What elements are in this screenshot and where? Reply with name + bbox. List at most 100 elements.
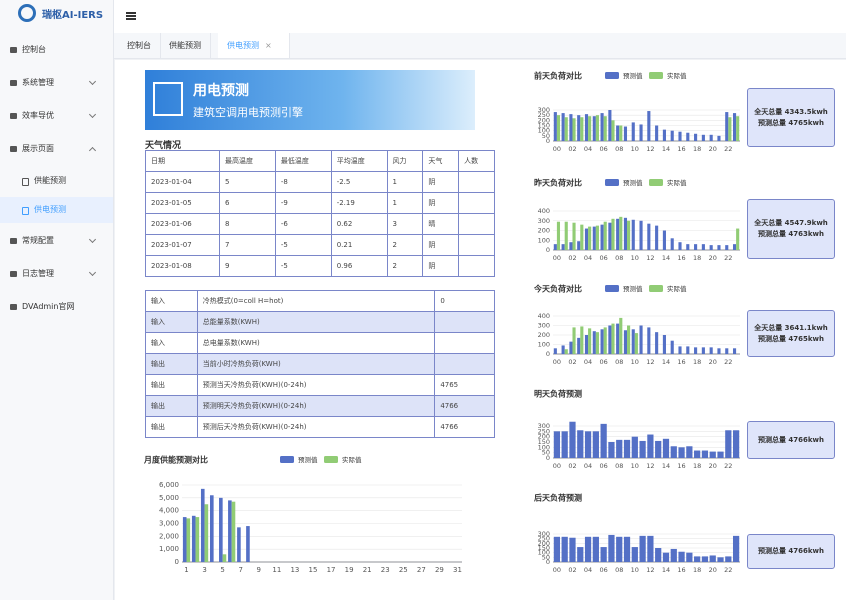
tab-close[interactable]: ×: [265, 41, 272, 50]
x-tick-label: 08: [615, 145, 623, 153]
x-tick-label: 02: [568, 566, 576, 574]
table-cell: 4766: [434, 416, 495, 438]
summary-box: 预测总量 4766kwh: [747, 534, 835, 569]
menu-item[interactable]: 展示页面: [0, 136, 113, 162]
x-tick-label: 17: [327, 566, 336, 574]
x-tick-label: 18: [693, 462, 701, 470]
bar: [623, 439, 631, 458]
bar: [631, 436, 638, 458]
bar: [639, 220, 643, 250]
bar: [623, 330, 628, 354]
bar: [553, 348, 557, 354]
logo: 瑞枢AI-IERS: [18, 4, 103, 22]
table-cell: [458, 255, 495, 277]
y-tick-label: 0: [546, 246, 550, 254]
summary-box: 全天总量 4343.5kwh 预测总量 4765kwh: [747, 88, 835, 147]
menu-item[interactable]: 常规配置: [0, 228, 113, 254]
menu-item[interactable]: 控制台: [0, 37, 113, 63]
menu-item[interactable]: 供能预测: [0, 168, 113, 194]
x-tick-label: 10: [631, 462, 639, 470]
bar: [678, 551, 685, 562]
bar: [634, 333, 638, 354]
bar: [662, 129, 666, 141]
bar: [670, 548, 677, 562]
bar: [600, 329, 604, 354]
table-cell: 8: [219, 213, 276, 235]
table-cell: 2023-01-06: [144, 213, 221, 235]
bar: [577, 430, 584, 458]
header-cell: 日期: [144, 150, 221, 172]
chart-title: 明天负荷预测: [534, 389, 582, 399]
bar: [709, 245, 713, 250]
bar: [732, 535, 740, 562]
table-cell: [458, 213, 495, 235]
x-tick-label: 04: [584, 566, 592, 574]
table-cell: 阴: [422, 255, 460, 277]
bar: [701, 244, 705, 250]
x-tick-label: 02: [568, 254, 576, 262]
x-tick-label: 18: [693, 254, 701, 262]
table-cell: 当前小时冷热负荷(KWH): [196, 353, 436, 375]
menu-item[interactable]: 日志管理: [0, 261, 113, 287]
y-tick-label: 150: [538, 438, 550, 446]
table-cell: 输入: [145, 290, 198, 312]
menu-label: 供能预测: [34, 176, 66, 185]
table-cell: 2023-01-07: [144, 234, 221, 256]
bar: [732, 348, 737, 354]
menu-label: 常规配置: [22, 236, 54, 245]
bar: [725, 348, 729, 354]
table-cell: -8: [274, 171, 332, 193]
y-tick-label: 150: [538, 544, 550, 552]
y-tick-label: 5,000: [159, 494, 179, 502]
bar: [655, 225, 659, 250]
bar: [616, 323, 620, 354]
legend-swatch: [324, 456, 338, 463]
menu-toggle[interactable]: [126, 12, 136, 14]
bar: [611, 323, 615, 354]
bar: [647, 535, 654, 562]
x-tick-label: 15: [309, 566, 318, 574]
x-tick-label: 21: [363, 566, 372, 574]
x-tick-label: 14: [662, 462, 670, 470]
bar: [678, 447, 685, 458]
summary-line: 全天总量 3641.1kwh: [754, 323, 828, 332]
legend-label: 实际值: [667, 178, 687, 187]
y-tick-label: 0: [546, 350, 550, 358]
x-tick-label: 16: [677, 358, 685, 366]
table-cell: 输入: [145, 332, 198, 354]
header-cell: 风力: [386, 150, 424, 172]
x-tick-label: 00: [553, 566, 561, 574]
table-cell: 输出: [145, 374, 198, 396]
x-tick-label: 12: [646, 254, 654, 262]
menu-item[interactable]: 供电预测: [0, 197, 113, 223]
tab[interactable]: 供能预测: [160, 33, 211, 58]
x-tick-label: 10: [631, 145, 639, 153]
menu-item[interactable]: DVAdmin官网: [0, 294, 113, 320]
y-tick-label: 50: [542, 132, 550, 140]
y-tick-label: 250: [538, 111, 550, 119]
y-tick-label: 50: [542, 553, 550, 561]
summary-line: 全天总量 4547.9kwh: [754, 219, 828, 227]
table-row: 2023-01-06 8 -6 0.62 3 晴: [144, 213, 495, 235]
x-tick-label: 7: [238, 566, 242, 574]
bar: [647, 327, 651, 354]
menu-item[interactable]: 效率导优: [0, 103, 113, 129]
tab[interactable]: 供电预测 ×: [218, 33, 290, 58]
bar: [717, 348, 721, 354]
bar: [647, 434, 654, 458]
table-row: 2023-01-05 6 -9 -2.19 1 阴: [144, 192, 495, 214]
menu-item[interactable]: 系统管理: [0, 70, 113, 96]
table-row: 输出 预测当天冷热负荷(KWH)(0-24h) 4765: [145, 374, 495, 396]
y-tick-label: 200: [538, 539, 550, 547]
bar: [736, 228, 740, 250]
chart-title: 月度供能预测对比: [143, 455, 208, 465]
tab[interactable]: 控制台: [118, 33, 161, 58]
table-row: 输入 总电量系数(KWH): [145, 332, 495, 354]
x-tick-label: 14: [662, 254, 670, 262]
tab-bar: 控制台 供能预测 供电预测 ×: [114, 33, 846, 59]
bar: [577, 241, 581, 250]
summary-box: 全天总量 4547.9kwh 预测总量 4763kwh: [747, 199, 835, 259]
table-row: 2023-01-08 9 -5 0.96 2 阴: [144, 255, 495, 277]
